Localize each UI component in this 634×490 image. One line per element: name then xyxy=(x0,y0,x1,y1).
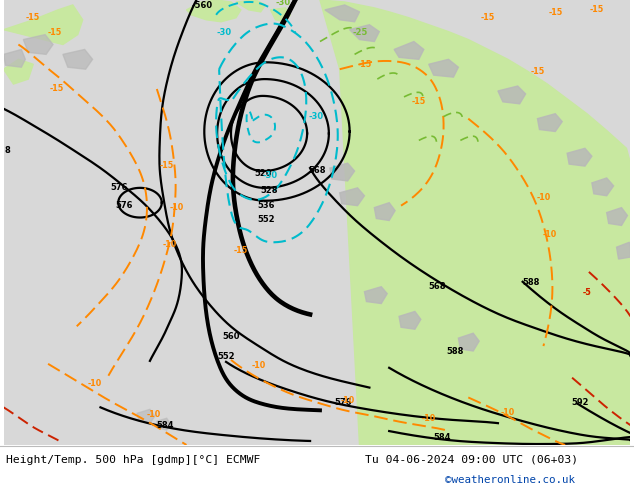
Text: -30: -30 xyxy=(262,171,278,180)
Text: -15: -15 xyxy=(590,5,604,14)
Text: -15: -15 xyxy=(531,67,545,76)
Text: -10: -10 xyxy=(146,410,161,419)
Text: Height/Temp. 500 hPa [gdmp][°C] ECMWF: Height/Temp. 500 hPa [gdmp][°C] ECMWF xyxy=(6,455,261,465)
Text: -25: -25 xyxy=(353,27,368,37)
Text: -15: -15 xyxy=(234,246,248,255)
Polygon shape xyxy=(325,5,359,22)
Polygon shape xyxy=(538,114,562,131)
Polygon shape xyxy=(592,178,614,196)
Polygon shape xyxy=(157,418,171,430)
Text: -10: -10 xyxy=(542,230,557,239)
Text: -10: -10 xyxy=(422,414,436,423)
Text: -5: -5 xyxy=(583,288,592,296)
Polygon shape xyxy=(186,0,241,22)
Text: -15: -15 xyxy=(548,8,562,17)
Polygon shape xyxy=(374,203,395,220)
Text: -5: -5 xyxy=(583,288,592,296)
Text: 576: 576 xyxy=(335,398,353,407)
Polygon shape xyxy=(567,148,592,166)
Text: Tu 04-06-2024 09:00 UTC (06+03): Tu 04-06-2024 09:00 UTC (06+03) xyxy=(365,455,578,465)
Text: 568: 568 xyxy=(429,282,446,291)
Text: ©weatheronline.co.uk: ©weatheronline.co.uk xyxy=(445,475,575,485)
Text: 592: 592 xyxy=(571,398,588,407)
Polygon shape xyxy=(4,59,33,84)
Text: 520: 520 xyxy=(255,169,272,178)
Polygon shape xyxy=(63,49,93,69)
Text: 576: 576 xyxy=(110,183,128,192)
Text: -15: -15 xyxy=(411,97,426,106)
Polygon shape xyxy=(617,242,630,259)
Text: 536: 536 xyxy=(257,200,275,210)
Text: 588: 588 xyxy=(522,278,540,287)
Polygon shape xyxy=(458,333,479,351)
Text: 560: 560 xyxy=(223,332,240,341)
Text: 568: 568 xyxy=(308,166,326,175)
Polygon shape xyxy=(429,59,458,77)
Text: -560: -560 xyxy=(191,1,212,10)
Text: 584: 584 xyxy=(434,433,451,442)
Text: 552: 552 xyxy=(257,216,275,224)
Polygon shape xyxy=(137,409,155,423)
Polygon shape xyxy=(394,42,424,59)
Polygon shape xyxy=(23,35,53,54)
Text: -10: -10 xyxy=(162,240,177,249)
Polygon shape xyxy=(399,312,421,329)
Text: 552: 552 xyxy=(217,352,235,361)
Text: -15: -15 xyxy=(48,27,62,37)
Text: 584: 584 xyxy=(157,421,174,430)
Polygon shape xyxy=(330,163,354,181)
Polygon shape xyxy=(236,0,266,12)
Text: -15: -15 xyxy=(160,161,174,170)
Polygon shape xyxy=(349,24,379,42)
Text: -15: -15 xyxy=(358,60,372,69)
Text: -10: -10 xyxy=(501,408,515,417)
Text: -10: -10 xyxy=(169,202,184,212)
Text: -10: -10 xyxy=(340,396,355,405)
Text: -10: -10 xyxy=(252,361,266,370)
Polygon shape xyxy=(365,287,387,303)
Text: 8: 8 xyxy=(4,146,10,155)
Text: -15: -15 xyxy=(26,13,41,22)
Polygon shape xyxy=(271,8,290,22)
Polygon shape xyxy=(4,5,82,45)
Text: 576: 576 xyxy=(115,200,133,210)
Text: -15: -15 xyxy=(50,84,64,93)
Text: -30: -30 xyxy=(216,27,231,37)
Text: -10: -10 xyxy=(536,193,550,202)
Polygon shape xyxy=(498,86,526,104)
Polygon shape xyxy=(4,49,25,67)
Text: -30: -30 xyxy=(308,112,323,121)
Text: -30: -30 xyxy=(276,0,290,7)
Polygon shape xyxy=(340,188,365,206)
Text: 588: 588 xyxy=(446,347,464,356)
Text: -15: -15 xyxy=(481,13,495,22)
Polygon shape xyxy=(607,208,628,225)
Text: 528: 528 xyxy=(261,186,278,195)
Text: -10: -10 xyxy=(87,379,101,388)
Polygon shape xyxy=(320,0,630,445)
